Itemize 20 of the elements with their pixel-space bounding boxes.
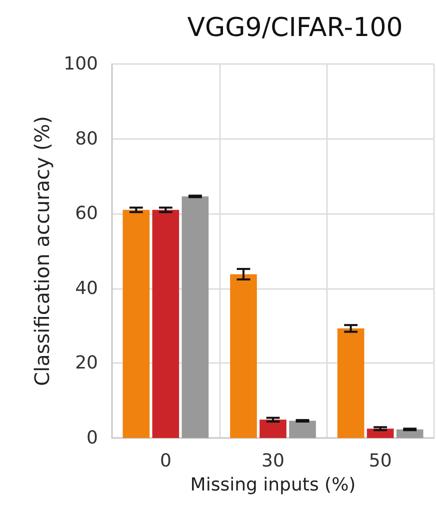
bar [289, 420, 316, 438]
y-tick-label: 80 [75, 128, 98, 150]
bar [182, 196, 209, 438]
y-tick-label: 40 [75, 278, 98, 299]
y-tick-label: 100 [64, 54, 98, 74]
bar [122, 210, 150, 438]
bar [337, 328, 364, 438]
bar [396, 429, 424, 438]
y-tick-label: 20 [75, 352, 98, 374]
x-tick-label: 0 [160, 450, 172, 472]
x-tick-label: 30 [262, 450, 284, 472]
bar [230, 274, 257, 438]
y-tick-label: 60 [75, 203, 98, 224]
y-tick-label: 0 [86, 428, 98, 448]
x-axis-title: Missing inputs (%) [190, 474, 356, 496]
y-axis-title: Classification accuracy (%) [30, 116, 54, 386]
chart-title: VGG9/CIFAR-100 [187, 13, 403, 43]
x-tick-label: 50 [368, 450, 392, 472]
bar [260, 420, 286, 438]
bar [152, 210, 180, 438]
